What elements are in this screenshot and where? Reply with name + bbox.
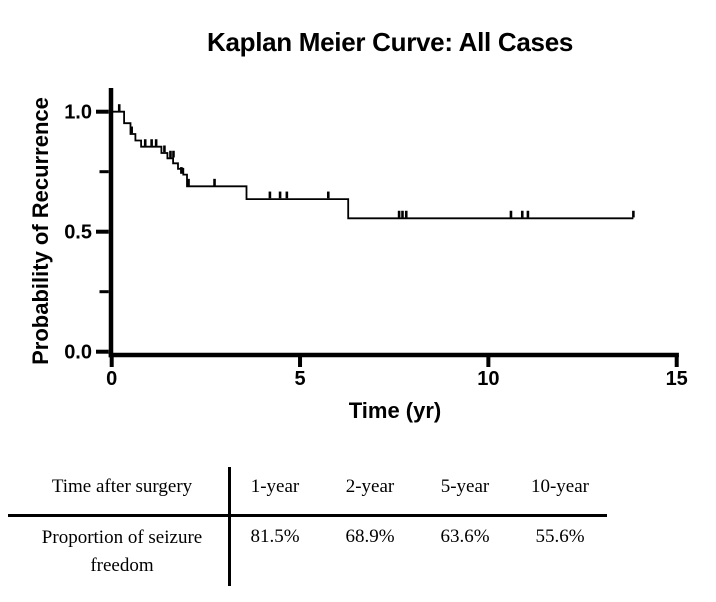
table-value-10yr: 55.6%: [535, 526, 585, 547]
kaplan-meier-plot: 0.0 0.5 1.0 0 5 10 15: [64, 88, 688, 390]
table-horizontal-divider: [8, 514, 607, 517]
y-tick-label: 0.0: [64, 342, 92, 364]
table-value-2yr: 68.9%: [345, 526, 395, 547]
table-row-label: Proportion of seizure freedom: [41, 527, 203, 576]
y-tick-label: 1.0: [64, 102, 92, 124]
table-col-header-10yr: 10-year: [530, 476, 590, 497]
y-tick-label: 0.5: [64, 222, 92, 244]
table-value-1yr: 81.5%: [250, 526, 300, 547]
x-tick-label: 0: [106, 368, 117, 390]
x-tick-label: 15: [666, 368, 688, 390]
table-col-header-1yr: 1-year: [250, 476, 300, 497]
table-header-label: Time after surgery: [51, 476, 193, 497]
x-axis-label: Time (yr): [348, 398, 442, 423]
chart-title: Kaplan Meier Curve: All Cases: [206, 27, 574, 57]
x-tick-label: 10: [477, 368, 499, 390]
table-vertical-divider: [228, 467, 231, 586]
table-value-5yr: 63.6%: [440, 526, 490, 547]
table-col-header-2yr: 2-year: [345, 476, 395, 497]
survival-step-curve: [111, 110, 634, 220]
table-col-header-5yr: 5-year: [440, 476, 490, 497]
x-tick-label: 5: [294, 368, 305, 390]
